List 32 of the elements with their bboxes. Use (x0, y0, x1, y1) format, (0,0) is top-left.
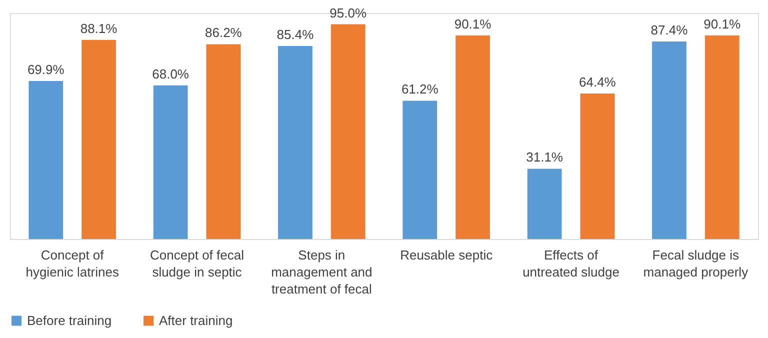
x-tick-label: Reusable septic (400, 248, 494, 262)
bar (330, 24, 366, 239)
data-label: 86.2% (205, 25, 242, 40)
bar (82, 40, 116, 239)
bar (153, 85, 188, 239)
data-label: 61.2% (401, 82, 439, 97)
data-label: 88.1% (80, 20, 118, 36)
x-tick-label: Concept of hygienic latrines (26, 248, 120, 280)
bar (527, 168, 562, 239)
data-label: 68.0% (152, 66, 190, 82)
data-label: 90.1% (454, 16, 492, 32)
bar (580, 93, 615, 239)
bar (456, 35, 490, 239)
data-label: 90.1% (704, 16, 741, 32)
bar (704, 35, 740, 239)
legend-label: After training (159, 312, 233, 328)
x-tick-label: Fecal sludge is managed properly (643, 248, 749, 280)
x-tick-label: Steps in management and treatment of fecal (271, 248, 372, 296)
data-label: 64.4% (579, 74, 616, 90)
x-tick-label: Concept of fecal sludge in septic (150, 248, 244, 280)
data-label: 87.4% (650, 22, 688, 38)
bar (652, 41, 686, 239)
x-tick-label: Effects of untreated sludge (522, 248, 620, 280)
data-label: 85.4% (276, 26, 314, 42)
data-label: 95.0% (330, 5, 367, 20)
bar (402, 100, 438, 239)
bar (278, 46, 312, 239)
data-label: 69.9% (27, 62, 65, 78)
data-label: 31.1% (526, 150, 564, 165)
bar (206, 44, 241, 239)
legend-label: Before training (27, 312, 112, 328)
bar (28, 81, 64, 239)
